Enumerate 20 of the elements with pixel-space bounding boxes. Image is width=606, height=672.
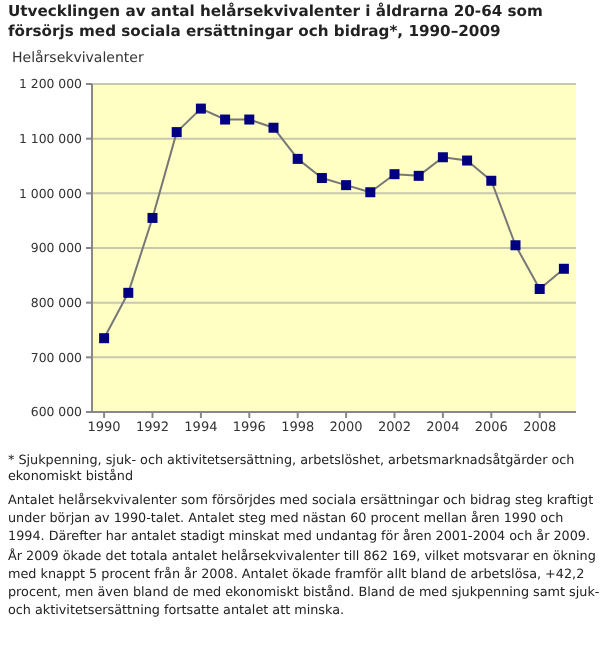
point <box>510 240 521 251</box>
point <box>292 153 303 164</box>
point <box>268 122 279 133</box>
point <box>316 173 327 184</box>
point <box>220 114 231 125</box>
point <box>147 212 158 223</box>
point <box>171 127 182 138</box>
point <box>195 103 206 114</box>
point <box>365 187 376 198</box>
point <box>244 114 255 125</box>
point <box>413 170 424 181</box>
point <box>558 263 569 274</box>
point <box>437 152 448 163</box>
point <box>462 155 473 166</box>
point <box>389 169 400 180</box>
point <box>341 180 352 191</box>
point <box>123 287 134 298</box>
point <box>486 175 497 186</box>
point <box>534 284 545 294</box>
point <box>99 333 110 344</box>
